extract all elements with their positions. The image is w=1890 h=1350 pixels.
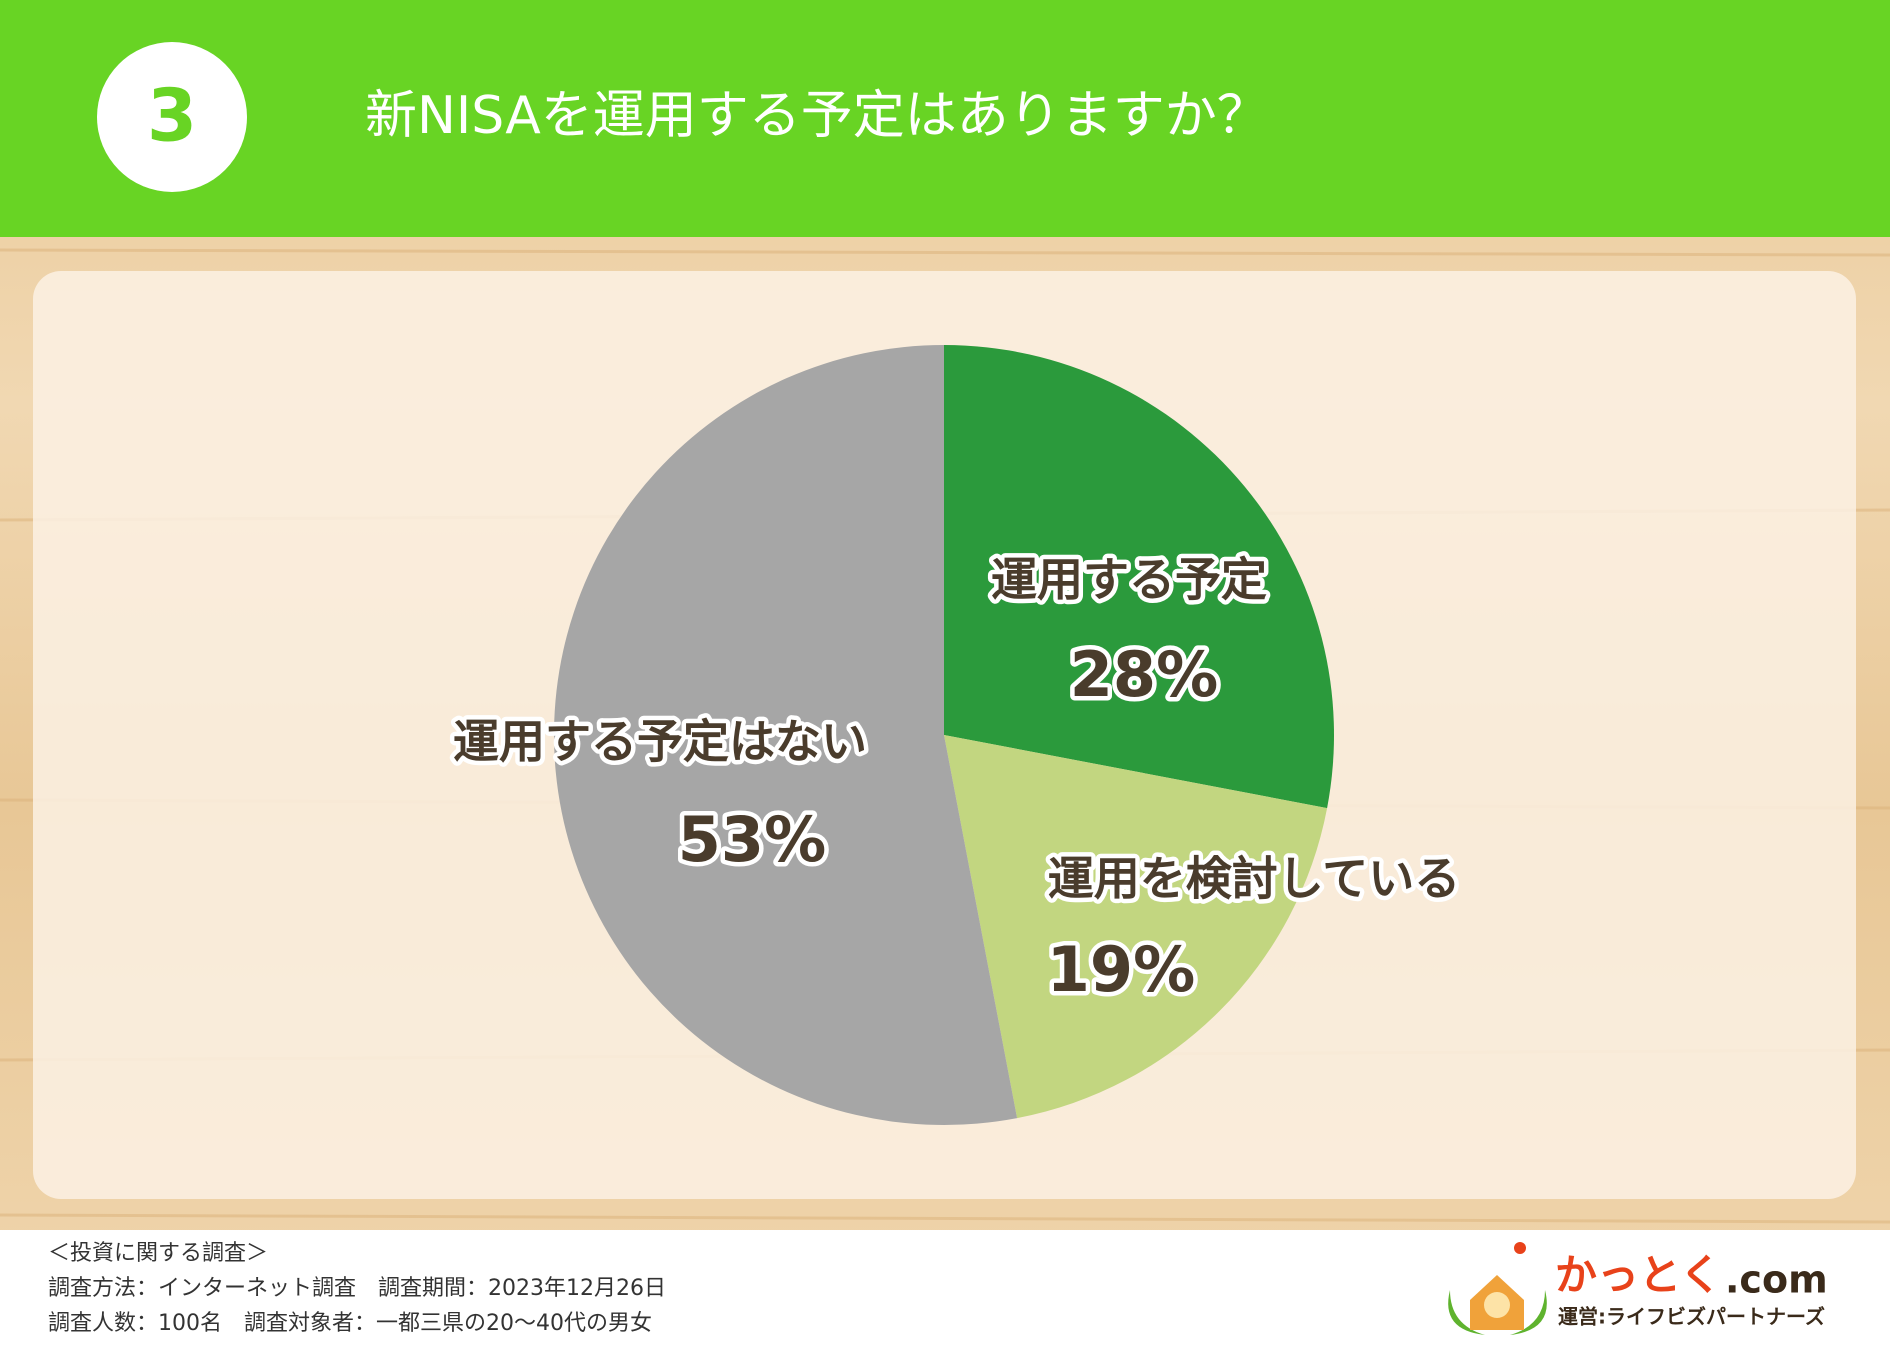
logo-name: かっとく <box>1555 1251 1722 1300</box>
logo-suffix: .com <box>1725 1258 1828 1302</box>
pie-slice <box>554 345 1018 1125</box>
value-label: 53% <box>678 803 826 876</box>
header-bar <box>0 0 1890 237</box>
badge-number: 3 <box>147 74 197 158</box>
note: 調査人数：100名 調査対象者：一都三県の20～40代の男女 <box>48 1311 652 1336</box>
note: ＜投資に関する調査＞ <box>48 1241 268 1266</box>
pie-slice <box>944 735 1328 1119</box>
logo-operator: 運営:ライフビズパートナーズ <box>1558 1305 1825 1329</box>
chart-title: 新NISAを運用する予定はありますか？ <box>365 86 1269 146</box>
note: 調査方法：インターネット調査 調査期間：2023年12月26日 <box>48 1276 666 1301</box>
value-label: 19% <box>1047 933 1195 1006</box>
pie-slice <box>944 345 1334 809</box>
badge-circle <box>97 42 247 192</box>
pie-chart: 運用する予定 28% 運用を検討している 19% 運用する予定はない 53% <box>449 345 1465 1125</box>
value-label: 28% <box>1070 638 1218 711</box>
slice-label: 運用する予定 <box>991 553 1267 607</box>
logo-icon <box>1448 1242 1547 1335</box>
slice-label: 運用を検討している <box>1048 852 1461 906</box>
slice-label: 運用する予定はない <box>453 715 867 769</box>
footer <box>0 1230 1890 1350</box>
